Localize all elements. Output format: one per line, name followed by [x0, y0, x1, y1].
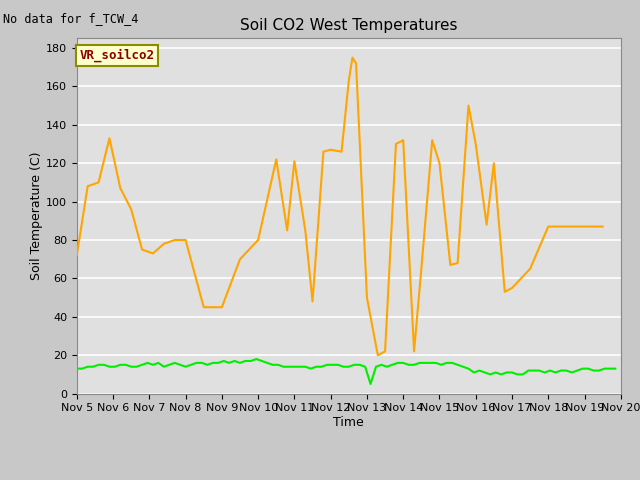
Text: No data for f_TCW_4: No data for f_TCW_4: [3, 12, 139, 25]
Y-axis label: Soil Temperature (C): Soil Temperature (C): [30, 152, 43, 280]
X-axis label: Time: Time: [333, 416, 364, 429]
Text: VR_soilco2: VR_soilco2: [79, 49, 154, 62]
Title: Soil CO2 West Temperatures: Soil CO2 West Temperatures: [240, 18, 458, 33]
Legend: TCW_1, TCW_2, TCW_3: TCW_1, TCW_2, TCW_3: [187, 475, 511, 480]
